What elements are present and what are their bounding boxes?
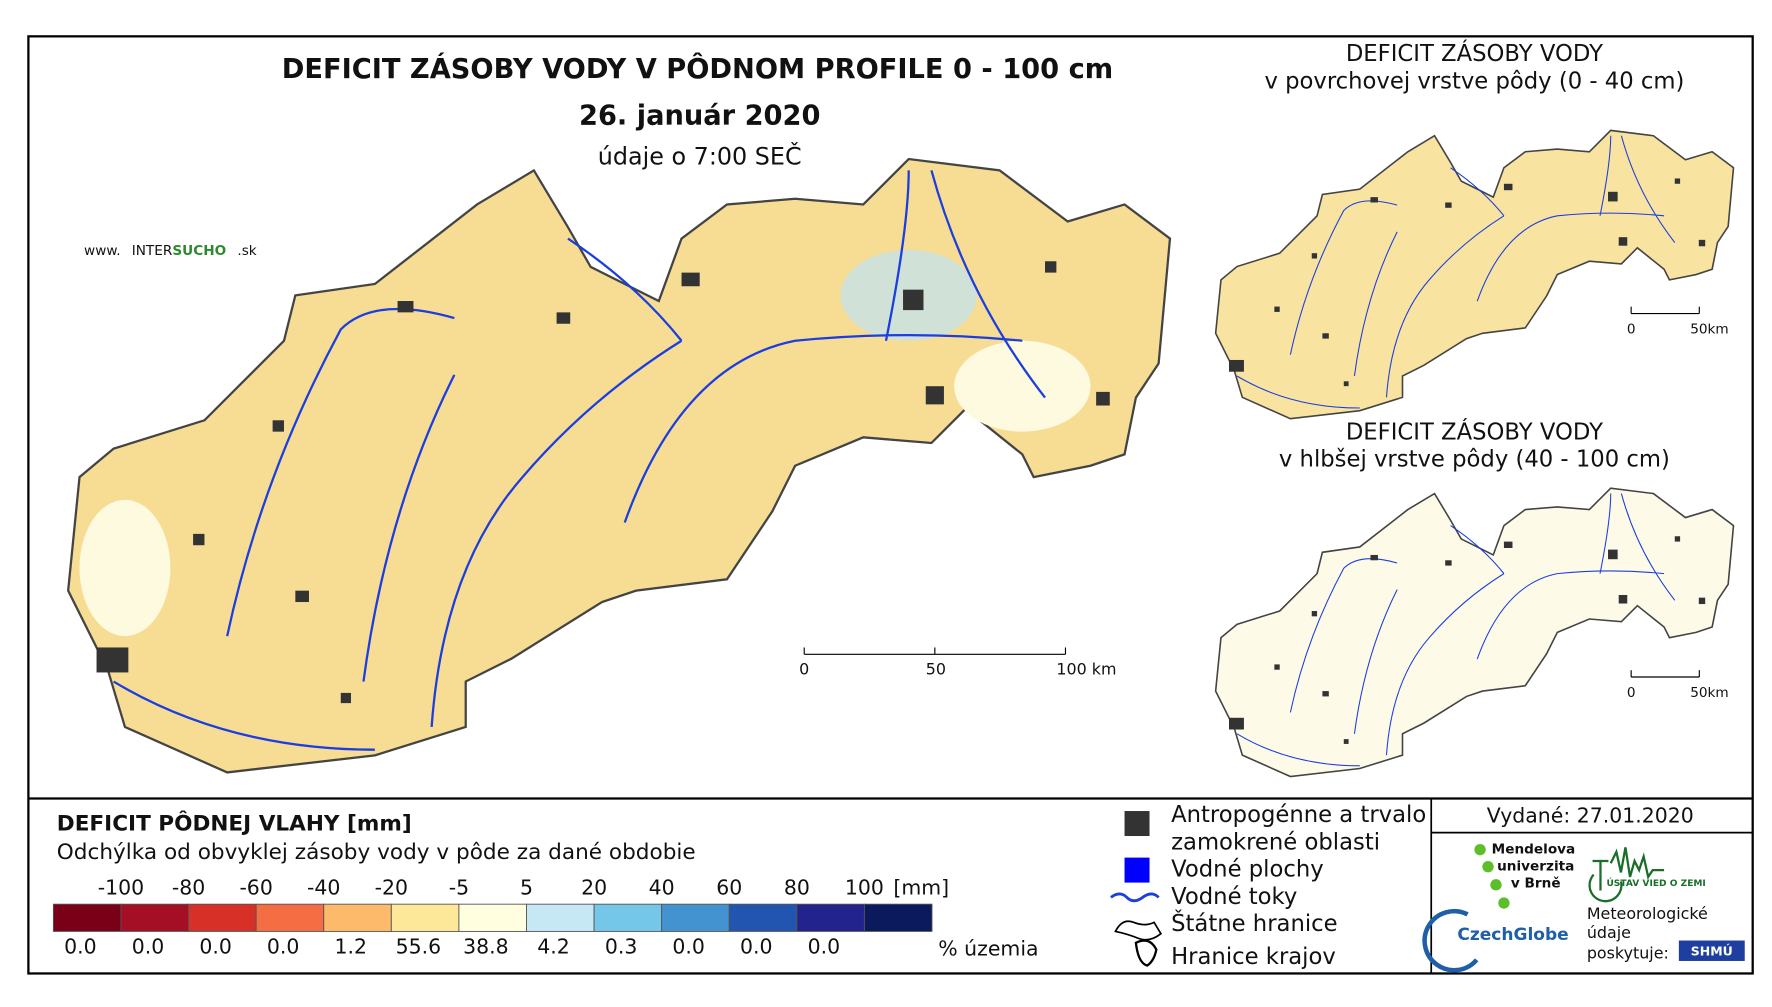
symbol-label: Antropogénne a trvalo (1171, 802, 1426, 828)
legend-break: 100 (845, 875, 884, 899)
legend-percent: 0.3 (605, 934, 638, 958)
logo-text: poskytuje: (1587, 944, 1669, 963)
legend-swatch (593, 903, 663, 932)
legend-percent: 0.0 (808, 934, 841, 958)
scale-label: 50km (1690, 321, 1729, 337)
legend-break: -80 (172, 875, 205, 899)
legend-break: 60 (716, 875, 742, 899)
legend-unit: [mm] (893, 875, 949, 899)
scale-label: 50km (1690, 685, 1729, 701)
scale-label: 50 (926, 660, 946, 679)
legend-percent: 0.0 (64, 934, 97, 958)
legend-swatch (52, 903, 122, 932)
legend-swatch (661, 903, 730, 932)
website-part: www. (84, 243, 121, 259)
legend-percent: 38.8 (463, 934, 509, 958)
legend-subtitle: Odchýlka od obvyklej zásoby vody v pôde … (57, 840, 696, 865)
inset-title: DEFICIT ZÁSOBY VODY (1346, 417, 1603, 445)
logo-text: Meteorologické (1587, 904, 1708, 923)
inset-title: DEFICIT ZÁSOBY VODY (1346, 39, 1603, 67)
symbol-label: zamokrené oblasti (1171, 829, 1380, 855)
legend-break: -5 (449, 875, 469, 899)
legend-percent: 4.2 (537, 934, 570, 958)
legend-percent-label: % územia (938, 937, 1038, 961)
logo-text: údaje (1587, 923, 1631, 942)
legend-swatch (390, 903, 460, 932)
legend-title: DEFICIT PÔDNEJ VLAHY [mm] (57, 811, 412, 837)
logo-text: v Brně (1511, 876, 1561, 892)
legend-percent: 0.0 (267, 934, 300, 958)
legend-break: 20 (581, 875, 607, 899)
legend-swatch (458, 903, 527, 932)
legend-swatch (526, 903, 595, 932)
legend-swatch (188, 903, 257, 932)
issued-date: Vydané: 27.01.2020 (1487, 804, 1694, 828)
legend-swatch (120, 903, 190, 932)
legend-percent: 55.6 (396, 934, 442, 958)
legend-break: 5 (520, 875, 533, 899)
legend-swatch (255, 903, 325, 932)
main-map (67, 157, 1172, 774)
legend-percent: 0.0 (672, 934, 705, 958)
time-note: údaje o 7:00 SEČ (598, 142, 802, 170)
legend-percent: 1.2 (335, 934, 368, 958)
legend-break: -60 (239, 875, 272, 899)
main-title: DEFICIT ZÁSOBY VODY V PÔDNOM PROFILE 0 -… (282, 53, 1113, 85)
scale-label: 0 (799, 660, 809, 679)
website-part: .sk (237, 243, 256, 259)
symbol-label: Vodné plochy (1171, 857, 1324, 883)
logo-text: Mendelova (1492, 842, 1576, 858)
legend-break: -100 (98, 875, 144, 899)
legend-percent: 0.0 (199, 934, 232, 958)
symbol-label: Štátne hranice (1171, 909, 1337, 937)
legend-swatch (323, 903, 392, 932)
logo-text: CzechGlobe (1457, 925, 1568, 945)
legend-break: 40 (649, 875, 675, 899)
legend-swatch (728, 903, 798, 932)
inset-subtitle: v hlbšej vrstve pôdy (40 - 100 cm) (1279, 447, 1670, 473)
logo-text: ÚSTAV VIED O ZEMI (1606, 877, 1705, 889)
scale-label: 0 (1627, 321, 1636, 337)
legend-scale: -100 -80 -60 -40 -20 -5 5 20 40 60 80 100 [mm] 0.0 0.0… (52, 875, 1039, 961)
legend-break: -20 (375, 875, 408, 899)
website-part: SUCHO (172, 243, 226, 259)
symbol-label: Hranice krajov (1171, 944, 1336, 970)
legend-swatch (863, 903, 933, 932)
main-date: 26. január 2020 (579, 100, 820, 131)
symbol-label: Vodné toky (1171, 884, 1297, 910)
logo-text: univerzita (1497, 859, 1574, 875)
logo-text: SHMÚ (1691, 943, 1733, 958)
scale-label: 0 (1627, 685, 1636, 701)
logos: Mendelova univerzita v Brně CzechGlobe Ú… (1422, 842, 1745, 973)
website-part: INTER (132, 243, 173, 259)
website: www. INTERSUCHO .sk (84, 243, 257, 259)
legend-break: 80 (784, 875, 810, 899)
scale-label: 100 km (1056, 660, 1116, 679)
inset-subtitle: v povrchovej vrstve pôdy (0 - 40 cm) (1264, 68, 1684, 94)
legend-percent: 0.0 (740, 934, 773, 958)
legend-break: -40 (307, 875, 340, 899)
legend-percent: 0.0 (132, 934, 165, 958)
legend-swatch (796, 903, 865, 932)
